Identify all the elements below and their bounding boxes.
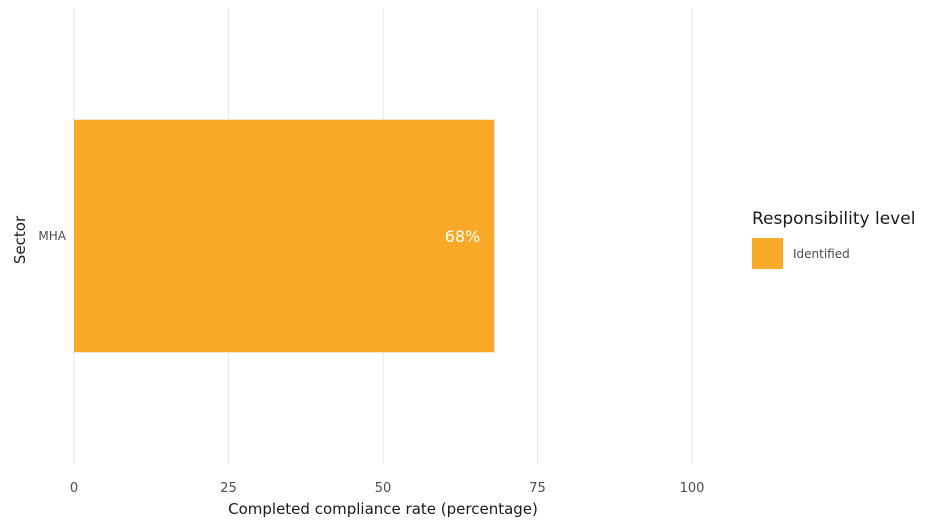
legend-items: Identified <box>752 238 850 269</box>
x-tick-label: 50 <box>375 481 392 496</box>
x-axis-title: Completed compliance rate (percentage) <box>228 500 538 518</box>
x-tick-label: 100 <box>680 481 705 496</box>
y-axis-title: Sector <box>11 215 29 264</box>
x-tick-label: 25 <box>220 481 237 496</box>
x-axis-ticks: 0 25 50 75 100 <box>70 481 705 496</box>
x-tick-label: 75 <box>529 481 546 496</box>
bar-data-label: 68% <box>445 227 481 246</box>
x-tick-label: 0 <box>70 481 78 496</box>
legend: Responsibility level Identified <box>752 209 915 269</box>
legend-label: Identified <box>793 247 850 261</box>
y-category-label: MHA <box>38 229 66 243</box>
bar <box>74 119 495 353</box>
legend-swatch <box>752 238 783 269</box>
bars: 68% <box>74 119 495 353</box>
legend-title: Responsibility level <box>752 209 915 229</box>
y-axis-categories: MHA <box>38 229 66 243</box>
